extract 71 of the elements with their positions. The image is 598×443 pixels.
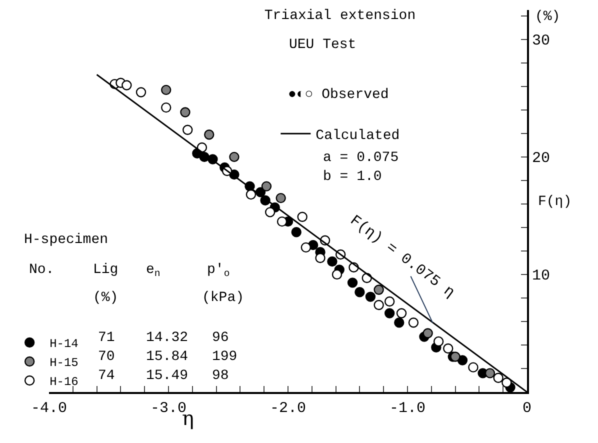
point [182, 124, 193, 135]
legend-label: H-15 [50, 356, 78, 370]
y-tick-label: 20 [532, 150, 550, 168]
y-axis-title: F(η) [538, 194, 572, 210]
x-tick-label: -4.0 [30, 400, 68, 417]
point [300, 242, 312, 253]
annotation: 199 [212, 349, 238, 365]
point [261, 181, 272, 192]
annotation: ●◐○ Observed [288, 87, 389, 103]
annotation: 15.84 [146, 349, 188, 365]
annotation: 98 [212, 368, 229, 384]
point [408, 318, 419, 328]
x-tick-label: -2.0 [270, 400, 306, 417]
annotation: 15.49 [146, 368, 188, 384]
point [450, 352, 460, 362]
annotation: H-specimen [24, 232, 108, 248]
point [468, 362, 478, 372]
point [374, 300, 384, 310]
annotation: a = 0.075 [323, 150, 399, 166]
point [384, 308, 395, 318]
point [493, 372, 504, 383]
annotation: (%) [93, 290, 118, 306]
point [374, 284, 384, 295]
point [384, 296, 395, 307]
point [365, 292, 376, 302]
point [276, 216, 288, 227]
annotation: 71 [98, 330, 115, 346]
point [443, 343, 454, 354]
annotation: p'$_{o}$ [207, 262, 230, 279]
x-tick-label: 0 [522, 400, 532, 417]
point [396, 308, 407, 318]
point [297, 212, 308, 222]
annotation: Lig [93, 262, 118, 278]
point [484, 368, 496, 378]
annotation: 70 [98, 349, 115, 365]
point [204, 129, 214, 140]
y-tick-label: 10 [532, 268, 550, 285]
point [264, 207, 276, 218]
point [246, 189, 256, 200]
point [354, 286, 365, 298]
point [291, 227, 302, 238]
point [347, 278, 358, 288]
point [433, 336, 444, 347]
point [327, 256, 338, 267]
point [136, 87, 146, 98]
text: (%) [535, 9, 560, 25]
point [161, 84, 172, 96]
point [502, 378, 512, 388]
legend-label: Calculated [316, 128, 400, 144]
legend-label: H-14 [50, 337, 78, 352]
point [332, 269, 342, 280]
chart-title: Triaxial extension [264, 8, 416, 24]
annotation: 96 [212, 330, 229, 346]
point [180, 107, 190, 118]
annotation: e$_{n}$ [146, 262, 160, 279]
point [394, 318, 404, 328]
x-tick-label: -1.0 [389, 400, 426, 417]
point [122, 80, 132, 90]
y-tick-label: 30 [532, 32, 550, 50]
annotation: No. [29, 262, 54, 278]
annotation: b = 1.0 [323, 169, 382, 185]
point [161, 102, 172, 113]
annotation: 74 [98, 368, 115, 384]
legend-label: H-16 [50, 375, 78, 390]
point [422, 328, 433, 338]
point [315, 252, 326, 264]
point [229, 152, 240, 162]
annotation: (kPa) [202, 290, 244, 306]
point [276, 192, 286, 204]
annotation: 14.32 [146, 330, 188, 346]
annotation: UEU Test [289, 37, 356, 53]
